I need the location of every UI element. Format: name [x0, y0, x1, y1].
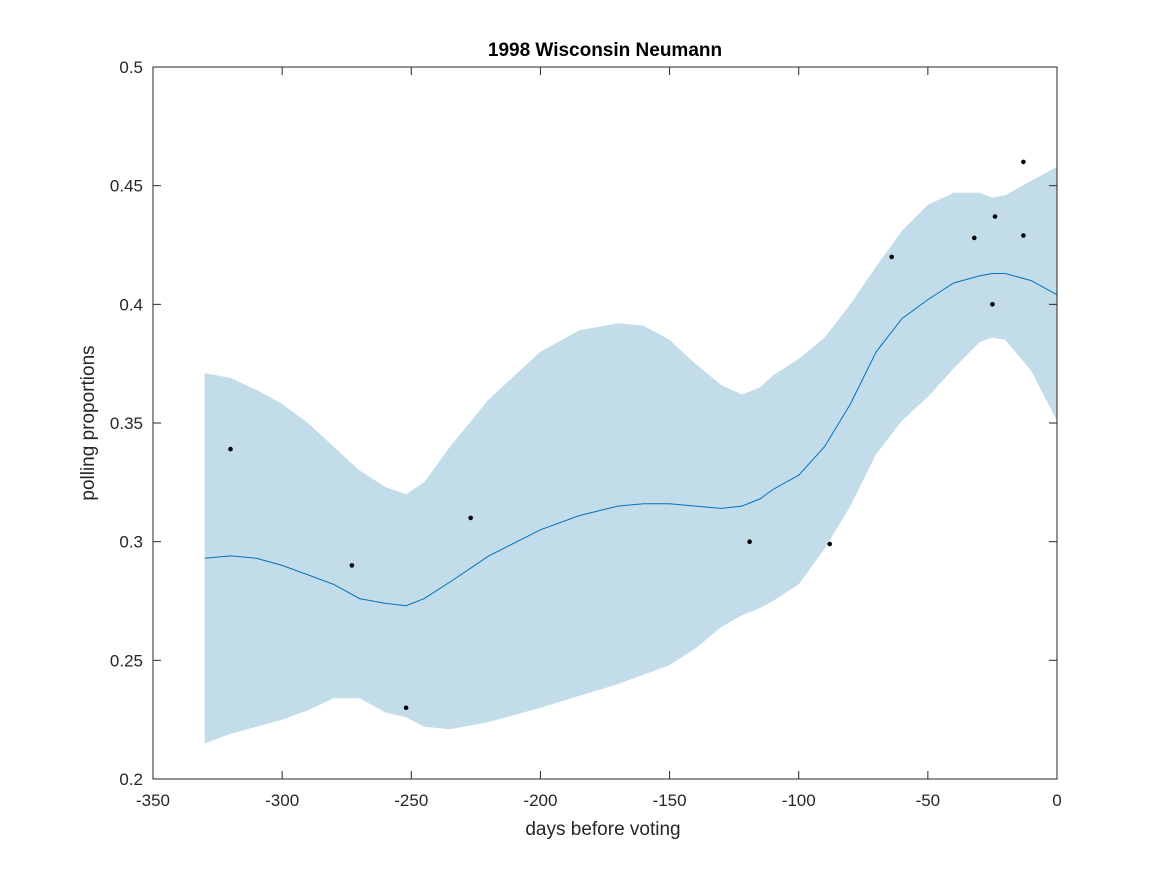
chart-title: 1998 Wisconsin Neumann: [488, 40, 722, 61]
x-tick-label: -150: [653, 791, 687, 810]
y-tick-label: 0.4: [119, 295, 143, 314]
y-tick-label: 0.2: [119, 770, 143, 789]
y-tick-label: 0.45: [110, 177, 143, 196]
x-axis: -350 -300 -250 -200 -150 -100 -50 0: [136, 67, 1062, 810]
data-point: [228, 446, 233, 452]
x-tick-label: -200: [523, 791, 557, 810]
data-point: [972, 235, 977, 241]
data-point: [992, 214, 998, 219]
x-axis-label: days before voting: [525, 819, 680, 840]
x-tick-label: -100: [782, 791, 816, 810]
y-axis-label: polling proportions: [78, 345, 99, 500]
data-point: [889, 254, 894, 260]
x-tick-label: -50: [916, 791, 941, 810]
fit-line: [204, 273, 1058, 607]
y-tick-label: 0.5: [119, 58, 143, 77]
data-point: [747, 539, 752, 544]
confidence-band-layer: [204, 166, 1057, 744]
data-point: [1021, 159, 1026, 165]
data-point: [1021, 233, 1026, 238]
data-points-layer: [228, 159, 1026, 711]
x-tick-label: -350: [136, 791, 170, 810]
x-tick-label: 0: [1052, 791, 1061, 810]
data-point: [349, 563, 355, 568]
y-tick-label: 0.25: [110, 651, 143, 670]
x-tick-label: -250: [394, 791, 428, 810]
y-tick-label: 0.35: [110, 414, 143, 433]
x-tick-label: -300: [265, 791, 299, 810]
data-point: [827, 541, 832, 547]
y-axis: 0.2 0.25 0.3 0.35 0.4 0.45 0.5: [110, 58, 1057, 789]
y-tick-label: 0.3: [119, 533, 143, 552]
data-point: [403, 705, 409, 711]
data-point: [468, 515, 474, 521]
confidence-band: [204, 166, 1057, 744]
fit-line-layer: [204, 273, 1058, 607]
data-point: [990, 302, 995, 307]
